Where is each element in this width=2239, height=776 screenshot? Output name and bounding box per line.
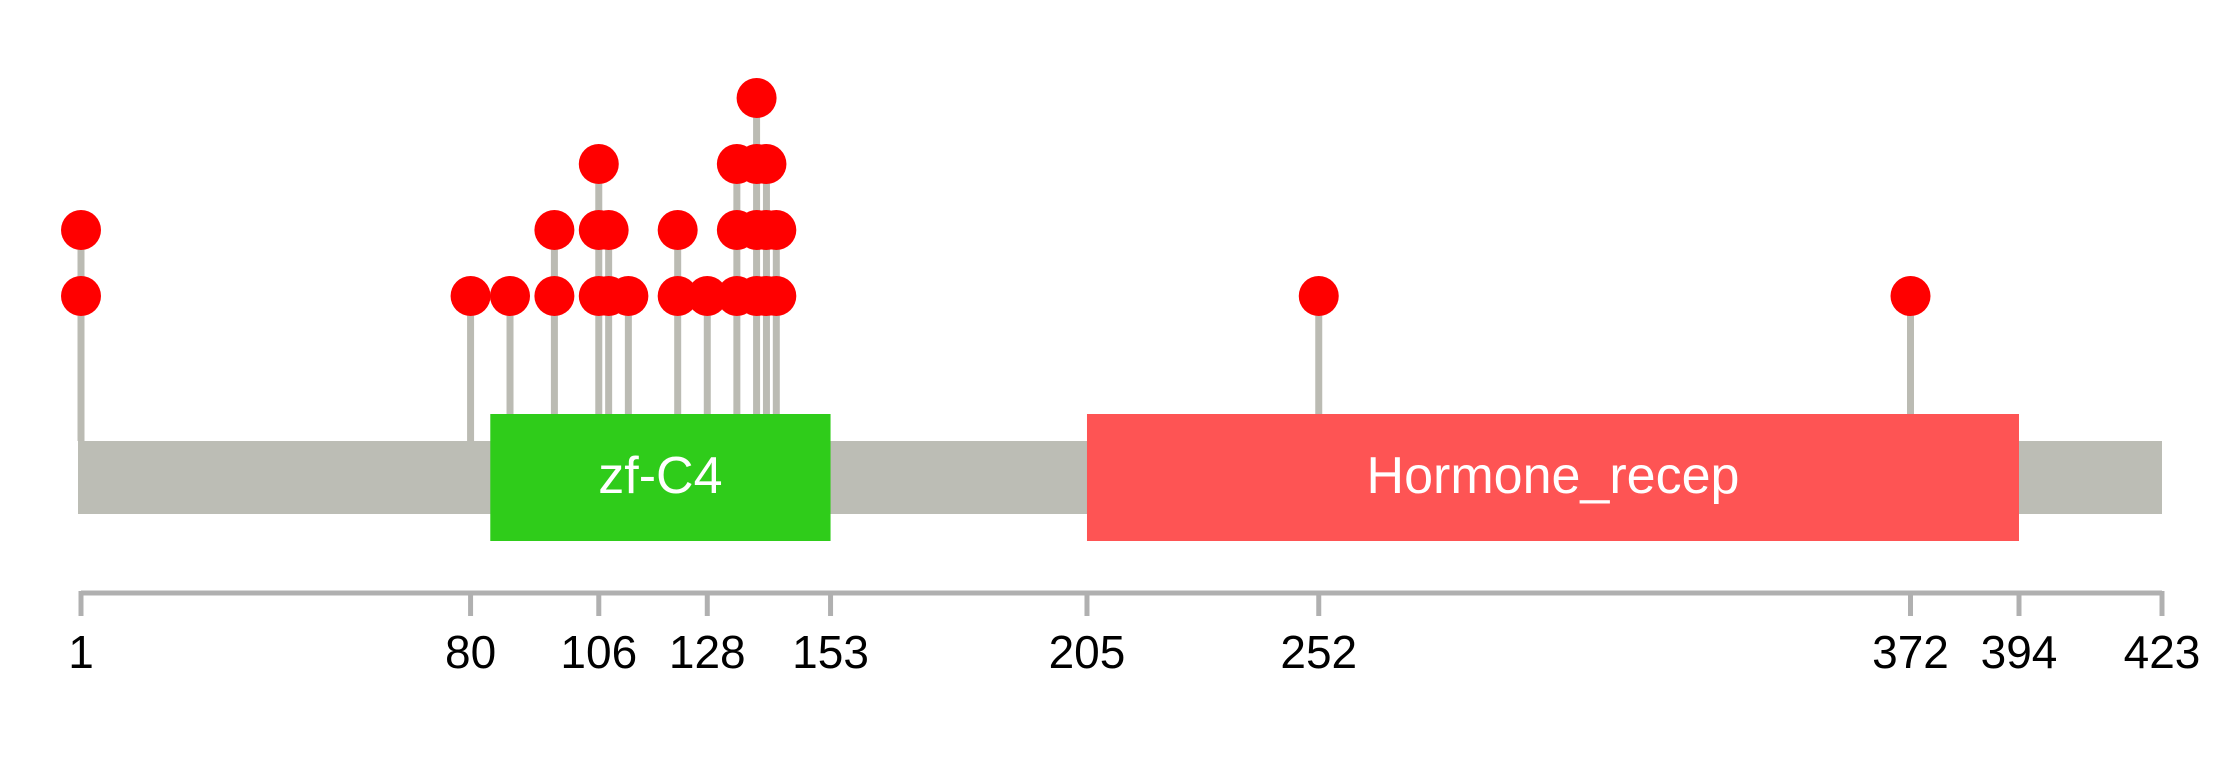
mutation-dot	[746, 144, 787, 184]
x-tick-label: 205	[1049, 626, 1126, 678]
domain	[490, 414, 831, 541]
x-tick-label: 106	[560, 626, 637, 678]
mutation-dot	[736, 78, 777, 118]
mutation-dot	[657, 276, 698, 316]
x-tick-label: 372	[1872, 626, 1949, 678]
x-tick-label: 252	[1280, 626, 1357, 678]
mutation-dot	[608, 276, 649, 316]
domain	[1086, 414, 2019, 541]
domain-label: zf-C4	[598, 447, 722, 505]
mutation-dot	[534, 276, 575, 316]
x-tick-label: 1	[68, 626, 94, 678]
x-tick-label: 128	[669, 626, 746, 678]
mutation-dot	[756, 276, 797, 316]
mutation-dot	[657, 210, 698, 250]
mutation-dot	[588, 210, 629, 250]
mutation-dot	[61, 276, 101, 316]
mutation-dot	[450, 276, 491, 316]
mutation-dot	[61, 210, 101, 250]
mutation-dot	[490, 276, 531, 316]
mutation-dot	[687, 276, 728, 316]
mutation-dot	[1890, 276, 1931, 316]
domain-label: Hormone_recep	[1367, 447, 1740, 505]
mutation-dot	[1298, 276, 1339, 316]
mutation-dot	[534, 210, 575, 250]
mutation-dot	[756, 210, 797, 250]
x-tick-label: 423	[2124, 626, 2201, 678]
x-tick-label: 394	[1981, 626, 2058, 678]
mutation-dot	[578, 144, 619, 184]
x-tick-label: 153	[792, 626, 869, 678]
x-tick-label: 80	[445, 626, 496, 678]
